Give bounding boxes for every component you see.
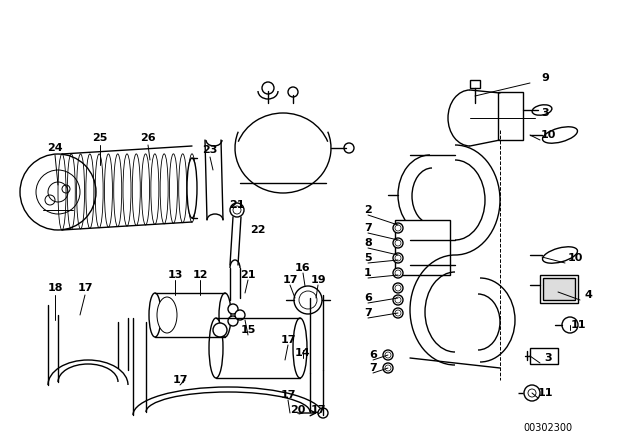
- Bar: [540, 275, 578, 303]
- Text: 11: 11: [537, 388, 553, 398]
- Circle shape: [288, 87, 298, 97]
- Text: 17: 17: [280, 390, 296, 400]
- Circle shape: [213, 323, 227, 337]
- Circle shape: [228, 304, 238, 314]
- Circle shape: [524, 385, 540, 401]
- Text: 2: 2: [364, 205, 372, 215]
- Text: 23: 23: [202, 145, 218, 155]
- Circle shape: [344, 143, 354, 153]
- Circle shape: [294, 286, 322, 314]
- Circle shape: [393, 295, 403, 305]
- Text: 17: 17: [172, 375, 188, 385]
- Circle shape: [262, 82, 274, 94]
- Circle shape: [383, 350, 393, 360]
- Circle shape: [393, 238, 403, 248]
- Text: 16: 16: [295, 263, 311, 273]
- Ellipse shape: [293, 318, 307, 378]
- Circle shape: [393, 253, 403, 263]
- Ellipse shape: [157, 297, 177, 333]
- Text: 20: 20: [291, 405, 306, 415]
- Bar: [543, 278, 575, 300]
- Text: 4: 4: [584, 290, 592, 300]
- Circle shape: [393, 223, 403, 233]
- Text: 6: 6: [369, 350, 377, 360]
- Text: 26: 26: [140, 133, 156, 143]
- Text: 19: 19: [310, 275, 326, 285]
- Circle shape: [393, 308, 403, 318]
- Text: 25: 25: [92, 133, 108, 143]
- Text: 7: 7: [364, 308, 372, 318]
- Text: 9: 9: [541, 73, 549, 83]
- Ellipse shape: [187, 158, 197, 218]
- Circle shape: [393, 268, 403, 278]
- Circle shape: [235, 310, 245, 320]
- Circle shape: [230, 203, 244, 217]
- Bar: [395, 220, 450, 275]
- Text: 24: 24: [47, 143, 63, 153]
- Text: 21: 21: [229, 200, 244, 210]
- Text: 8: 8: [364, 238, 372, 248]
- Text: 5: 5: [364, 253, 372, 263]
- Text: 13: 13: [167, 270, 182, 280]
- Text: 14: 14: [295, 348, 311, 358]
- Bar: [470, 80, 480, 88]
- Bar: [530, 348, 558, 364]
- Text: 17: 17: [77, 283, 93, 293]
- Text: 7: 7: [364, 223, 372, 233]
- Circle shape: [228, 316, 238, 326]
- Circle shape: [562, 317, 578, 333]
- Ellipse shape: [149, 293, 161, 337]
- Text: 17: 17: [310, 405, 326, 415]
- Text: 1: 1: [364, 268, 372, 278]
- Text: 3: 3: [544, 353, 552, 363]
- Text: 22: 22: [250, 225, 266, 235]
- Text: 15: 15: [240, 325, 256, 335]
- Ellipse shape: [532, 105, 552, 115]
- Text: 10: 10: [567, 253, 582, 263]
- Text: 12: 12: [192, 270, 208, 280]
- Text: 7: 7: [369, 363, 377, 373]
- Bar: [498, 92, 523, 140]
- Text: 21: 21: [240, 270, 256, 280]
- Circle shape: [318, 408, 328, 418]
- Text: 00302300: 00302300: [524, 423, 573, 433]
- Circle shape: [383, 363, 393, 373]
- Ellipse shape: [543, 127, 577, 143]
- Text: 17: 17: [280, 335, 296, 345]
- Text: 18: 18: [47, 283, 63, 293]
- Ellipse shape: [209, 318, 223, 378]
- Text: 10: 10: [540, 130, 556, 140]
- Text: 3: 3: [541, 108, 549, 118]
- Text: 11: 11: [570, 320, 586, 330]
- Circle shape: [20, 154, 96, 230]
- Circle shape: [393, 283, 403, 293]
- Text: 17: 17: [282, 275, 298, 285]
- Ellipse shape: [219, 293, 231, 337]
- Ellipse shape: [543, 247, 577, 263]
- Text: 6: 6: [364, 293, 372, 303]
